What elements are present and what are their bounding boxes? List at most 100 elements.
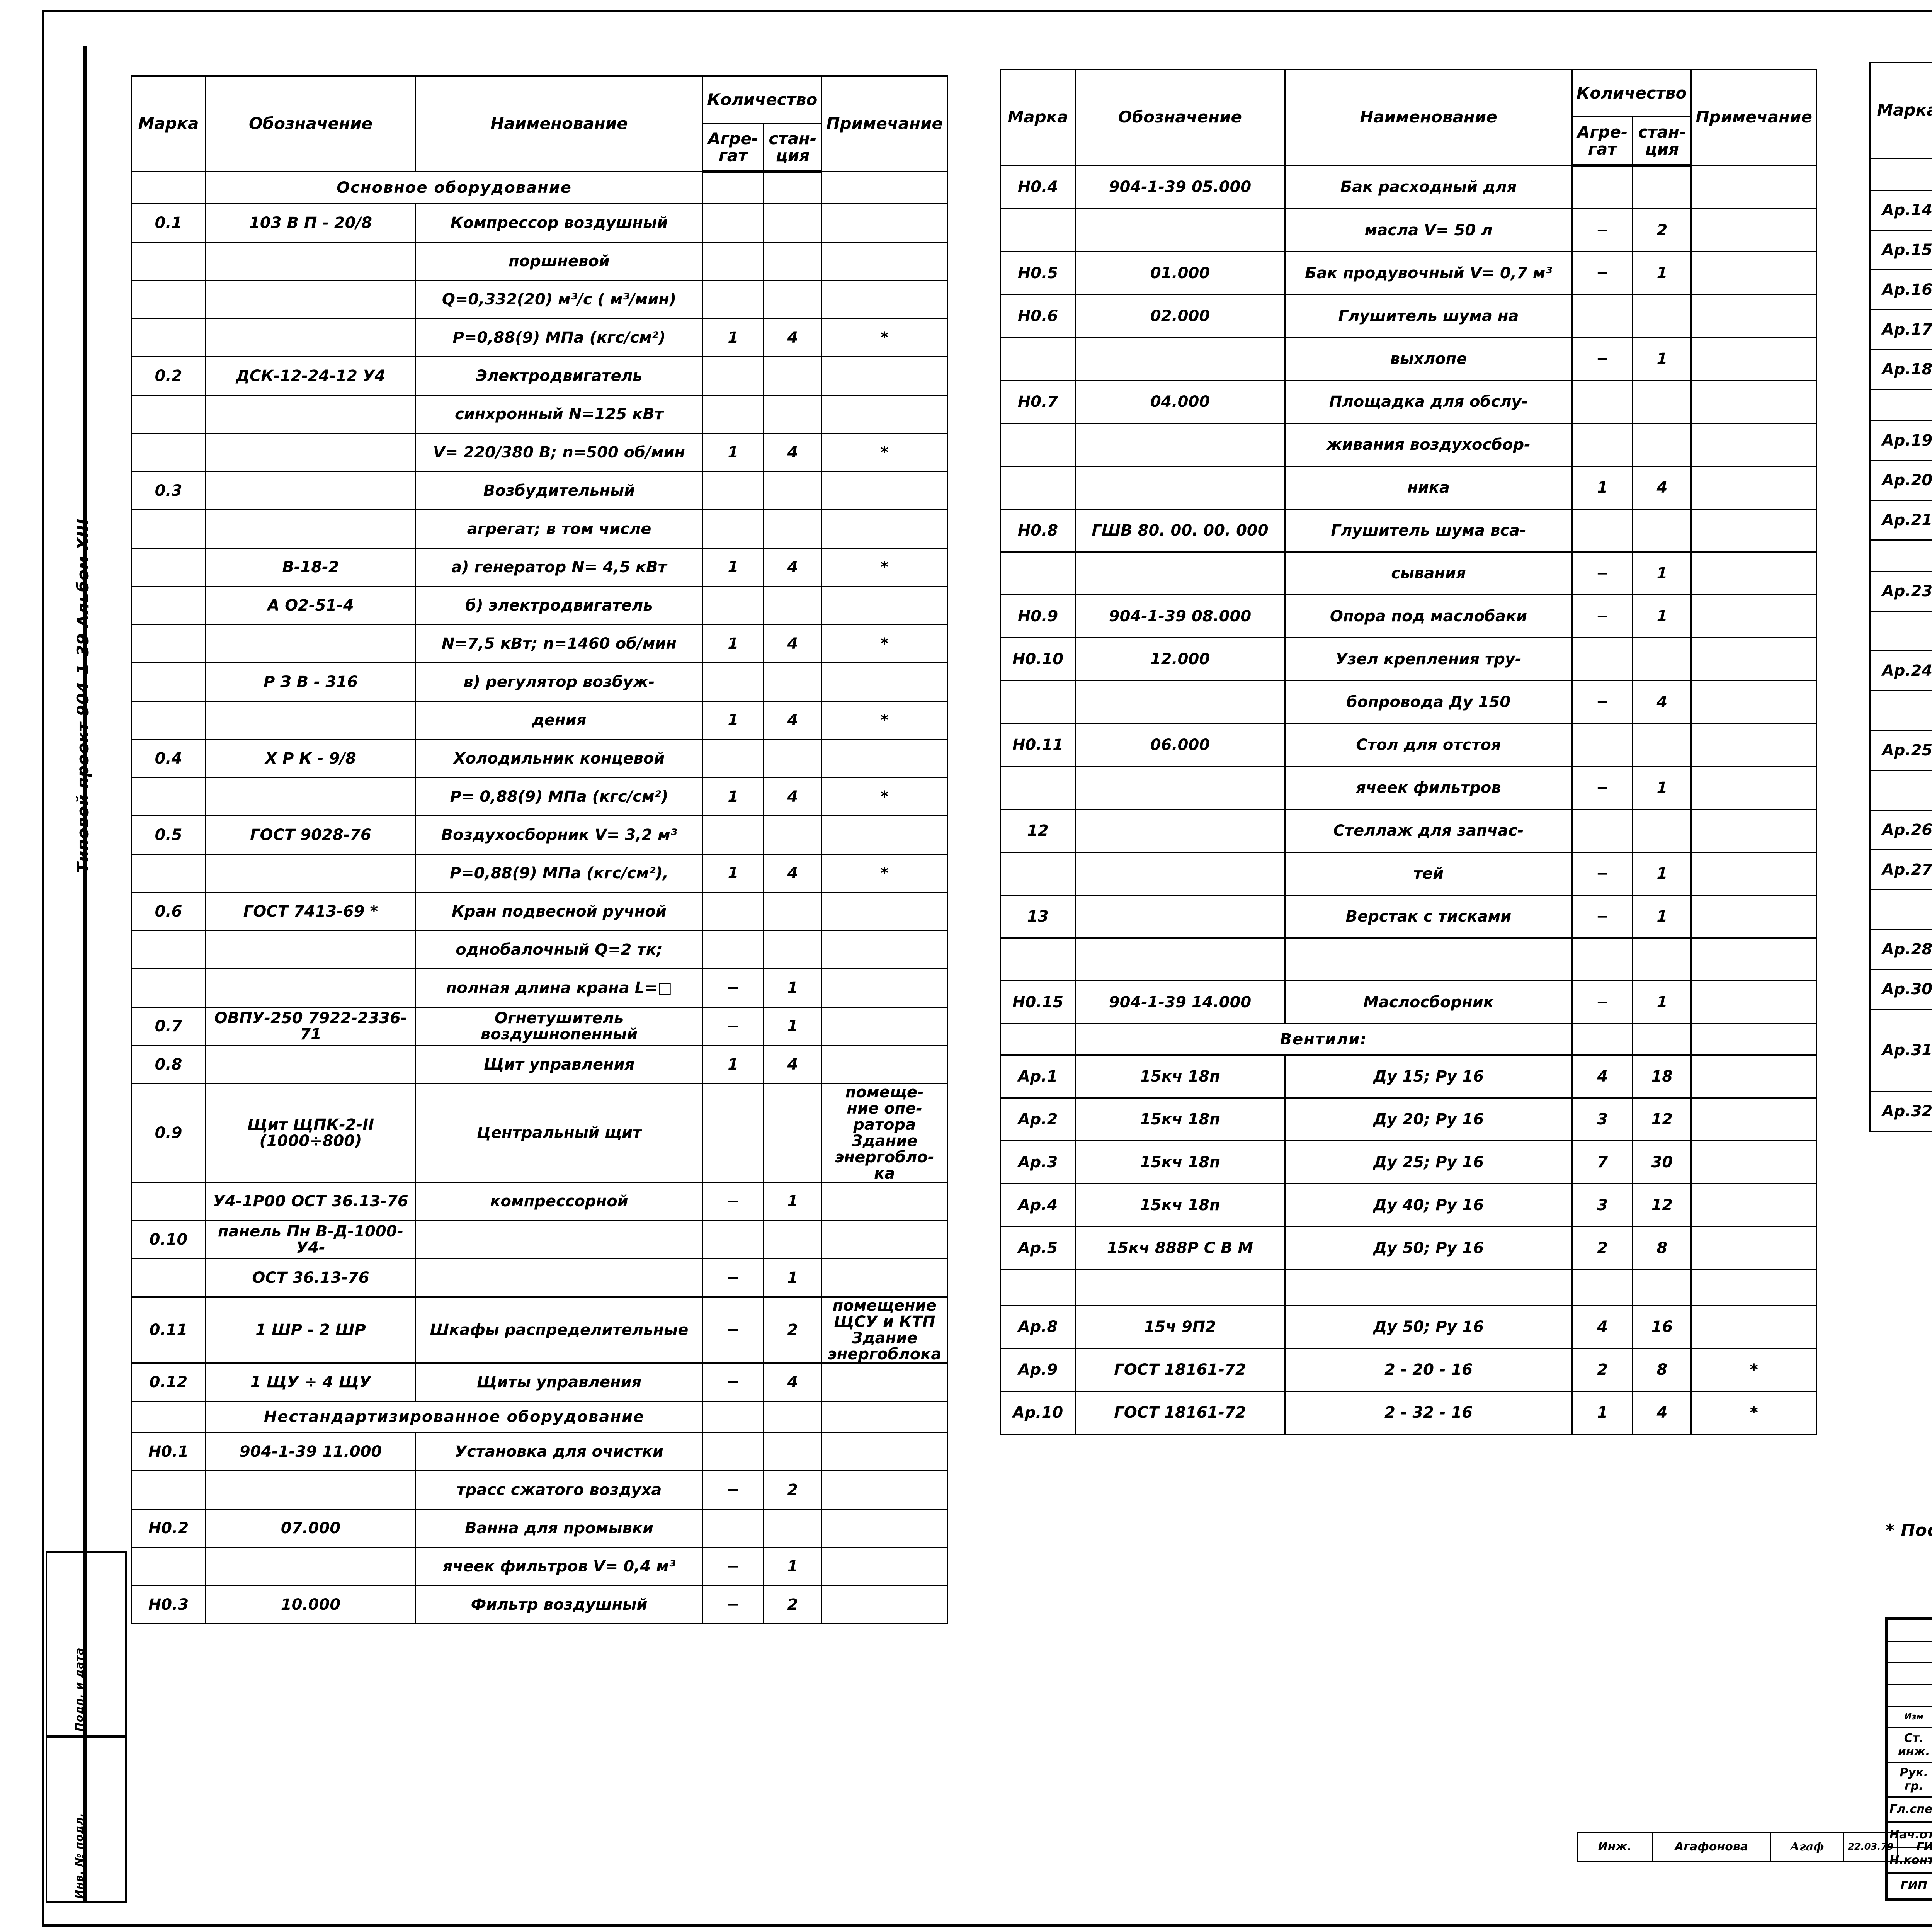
cell-oboznachenie: 07.000 xyxy=(205,1509,416,1548)
cell-stanciya: 2 xyxy=(1632,208,1692,252)
cell-marka: 0.7 xyxy=(131,1007,206,1046)
cell-primechanie xyxy=(1690,637,1817,681)
cell-marka: Ар.21 xyxy=(1869,500,1932,541)
table-row: Р=0,88(9) МПа (кгс/см²) 1 4 * xyxy=(131,318,948,357)
cell-stanciya xyxy=(763,1509,823,1548)
cell-stanciya xyxy=(763,1083,823,1183)
table-row: А О2-51-4 б) электродвигатель xyxy=(131,586,948,625)
cell-primechanie xyxy=(1690,809,1817,853)
cell-naimenovanie: Р= 0,88(9) МПа (кгс/см²) xyxy=(415,777,703,816)
margin-box-inv-2 xyxy=(84,1737,127,1903)
cell-oboznachenie xyxy=(205,1547,416,1586)
cell-oboznachenie: 1 ЩУ ÷ 4 ЩУ xyxy=(205,1362,416,1402)
cell-marka: Ар.27 xyxy=(1869,849,1932,890)
cell-stanciya xyxy=(763,815,823,855)
change-cell xyxy=(1886,1684,1932,1707)
cell-primechanie xyxy=(1690,937,1817,981)
cell-primechanie: * xyxy=(821,624,948,663)
cell-agregat: 1 xyxy=(702,548,764,587)
table-row: 12 Стеллаж для запчас- xyxy=(1000,809,1817,853)
cell-naimenovanie: Глушитель шума на xyxy=(1284,294,1573,338)
cell-oboznachenie xyxy=(1075,337,1286,381)
table-row: ника 1 4 xyxy=(1000,466,1817,510)
cell-primechanie xyxy=(821,509,948,549)
header-primechanie-2: Примечание xyxy=(1690,69,1817,166)
cell-naimenovanie: поршневой xyxy=(415,242,703,281)
cell-oboznachenie: ОВПУ-250 7922-2336-71 xyxy=(205,1007,416,1046)
cell-oboznachenie xyxy=(205,471,416,510)
cell-oboznachenie: ГОСТ 9028-76 xyxy=(205,815,416,855)
cell-stanciya: 1 xyxy=(1632,980,1692,1024)
cell-stanciya xyxy=(763,930,823,969)
cell-agregat: − xyxy=(702,1007,764,1046)
cell-marka xyxy=(1869,539,1932,572)
table-row: II ступени14* xyxy=(1869,690,1932,731)
cell-stanciya xyxy=(763,1432,823,1471)
cell-primechanie xyxy=(1690,423,1817,467)
header-marka: Марка xyxy=(131,75,206,172)
table-row: Ар.9 ГОСТ 18161-72 2 - 20 - 16 2 8 * xyxy=(1000,1348,1817,1392)
cell-stanciya xyxy=(1632,723,1692,767)
table-row: Ар.28разгрузочный14* xyxy=(1869,929,1932,970)
cell-agregat: 1 xyxy=(702,854,764,893)
cell-marka: Ар.17 xyxy=(1869,309,1932,350)
cell-primechanie xyxy=(821,1258,948,1298)
cell-primechanie xyxy=(1690,551,1817,595)
cell-oboznachenie xyxy=(205,701,416,740)
cell-stanciya xyxy=(763,171,823,204)
header-stanciya-2: стан- ция xyxy=(1632,116,1692,167)
cell-oboznachenie: 02.000 xyxy=(1075,294,1286,338)
cell-agregat xyxy=(702,1401,764,1433)
cell-stanciya: 4 xyxy=(763,624,823,663)
cell-marka xyxy=(1869,690,1932,731)
cell-marka: Ар.26 xyxy=(1869,810,1932,850)
header-naimenovanie-2: Наименование xyxy=(1284,69,1573,166)
cell-primechanie xyxy=(821,280,948,319)
cell-oboznachenie: 15кч 18п xyxy=(1075,1097,1286,1141)
table-row: ОСТ 36.13-76 −1 xyxy=(131,1258,948,1298)
cell-marka xyxy=(131,1258,206,1298)
cell-stanciya: 1 xyxy=(1632,251,1692,295)
table-row: Ар.23Предохранительный xyxy=(1869,571,1932,612)
cell-agregat xyxy=(702,171,764,204)
cell-stanciya xyxy=(1632,294,1692,338)
table-row: Ар.2111ч 6бкДу 25; Ру 10−5 xyxy=(1869,500,1932,541)
cell-stanciya xyxy=(1632,937,1692,981)
cell-marka xyxy=(1000,337,1076,381)
cell-primechanie xyxy=(1690,1140,1817,1184)
table-row: Н0.6 02.000 Глушитель шума на xyxy=(1000,294,1817,338)
cell-marka xyxy=(131,395,206,434)
cell-agregat xyxy=(1571,809,1634,853)
cell-naimenovanie: 2 - 20 - 16 xyxy=(1284,1348,1573,1392)
cell-naimenovanie: Стеллаж для запчас- xyxy=(1284,809,1573,853)
cell-agregat xyxy=(702,1432,764,1471)
header-marka-3: Марка xyxy=(1869,62,1932,159)
cell-primechanie xyxy=(821,1585,948,1624)
cell-primechanie xyxy=(1690,466,1817,510)
cell-oboznachenie xyxy=(1075,852,1286,896)
table-row: Ар.30РП-20 У3Реле протока14в* части А xyxy=(1869,969,1932,1010)
cell-oboznachenie xyxy=(205,968,416,1008)
cell-stanciya xyxy=(763,739,823,778)
cell-marka: 0.9 xyxy=(131,1083,206,1183)
cell-primechanie xyxy=(821,1220,948,1259)
cell-marka: 0.11 xyxy=(131,1296,206,1364)
cell-marka: Н0.6 xyxy=(1000,294,1076,338)
cell-agregat: − xyxy=(1571,852,1634,896)
cell-primechanie xyxy=(1690,980,1817,1024)
cell-oboznachenie: 10.000 xyxy=(205,1585,416,1624)
table-row: выхлопе −1 xyxy=(1000,337,1817,381)
cell-naimenovanie: Q=0,332(20) м³/с ( м³/мин) xyxy=(415,280,703,319)
cell-stanciya xyxy=(763,892,823,931)
cell-naimenovanie: однобалочный Q=2 тк; xyxy=(415,930,703,969)
cell-agregat xyxy=(702,509,764,549)
cell-stanciya: 4 xyxy=(763,854,823,893)
cell-naimenovanie: Маслосборник xyxy=(1284,980,1573,1024)
header-marka-2: Марка xyxy=(1000,69,1076,166)
cell-oboznachenie: Р З В - 316 xyxy=(205,662,416,702)
cell-stanciya: 4 xyxy=(1632,1391,1692,1435)
header-naimenovanie: Наименование xyxy=(415,75,703,172)
cell-primechanie xyxy=(821,1470,948,1510)
cell-primechanie: * xyxy=(821,777,948,816)
cell-stanciya: 2 xyxy=(763,1470,823,1510)
